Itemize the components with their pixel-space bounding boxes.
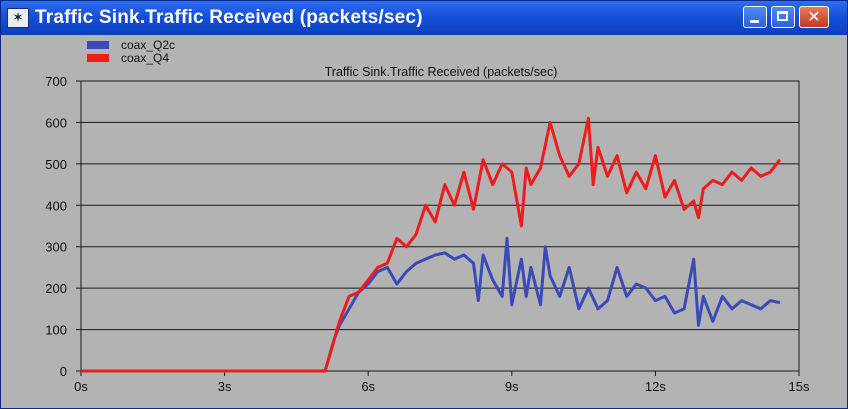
legend: coax_Q2c coax_Q4 xyxy=(87,38,175,65)
x-tick-label: 3s xyxy=(218,379,232,394)
app-icon[interactable]: ✶ xyxy=(7,8,29,28)
title-bar[interactable]: ✶ Traffic Sink.Traffic Received (packets… xyxy=(1,1,847,35)
x-tick-label: 6s xyxy=(361,379,375,394)
series-line-coax-q4 xyxy=(81,116,782,373)
minimize-button[interactable] xyxy=(743,6,767,28)
y-tick-label: 100 xyxy=(45,323,67,338)
legend-swatch-coax-q2c xyxy=(87,41,109,49)
series-lines xyxy=(81,116,782,373)
y-tick-label: 500 xyxy=(45,157,67,172)
close-button[interactable]: ✕ xyxy=(799,6,829,28)
x-tick-label: 12s xyxy=(645,379,666,394)
y-tick-label: 200 xyxy=(45,281,67,296)
x-tick-label: 9s xyxy=(505,379,519,394)
y-tick-label: 700 xyxy=(45,74,67,89)
minimize-icon xyxy=(750,20,759,23)
chart-title: Traffic Sink.Traffic Received (packets/s… xyxy=(325,65,558,79)
y-tick-label: 300 xyxy=(45,240,67,255)
gridlines xyxy=(81,121,799,331)
legend-swatch-coax-q4 xyxy=(87,54,109,62)
x-tick-label: 15s xyxy=(789,379,810,394)
y-tick-label: 600 xyxy=(45,115,67,130)
legend-label-coax-q4: coax_Q4 xyxy=(121,51,169,65)
y-axis-ticks: 0 100 200 300 400 500 600 700 xyxy=(45,74,81,379)
maximize-button[interactable] xyxy=(771,6,795,28)
legend-label-coax-q2c: coax_Q2c xyxy=(121,38,175,52)
y-tick-label: 0 xyxy=(60,364,67,379)
y-tick-label: 400 xyxy=(45,198,67,213)
close-icon: ✕ xyxy=(807,7,821,26)
x-axis-ticks: 0s 3s 6s 9s 12s 15s xyxy=(74,371,810,394)
plot-frame xyxy=(80,80,800,372)
series-line-coax-q2c xyxy=(81,236,781,373)
window-title: Traffic Sink.Traffic Received (packets/s… xyxy=(35,7,423,28)
x-tick-label: 0s xyxy=(74,379,88,394)
maximize-icon xyxy=(777,11,788,21)
